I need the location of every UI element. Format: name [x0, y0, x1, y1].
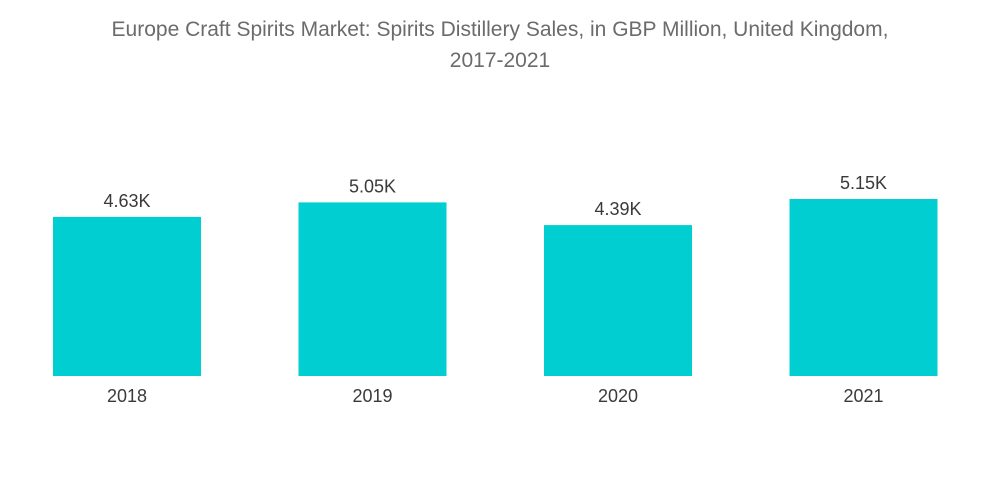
x-axis-ticks-group: 2018 2019 2020 2021 — [107, 386, 884, 406]
data-labels-group: 4.63K 5.05K 4.39K 5.15K — [103, 173, 887, 219]
x-tick-label-2021: 2021 — [843, 386, 883, 406]
data-label-2018: 4.63K — [103, 191, 150, 211]
data-label-2020: 4.39K — [594, 199, 641, 219]
chart-title: Europe Craft Spirits Market: Spirits Dis… — [0, 14, 1000, 76]
x-tick-label-2019: 2019 — [352, 386, 392, 406]
x-tick-label-2018: 2018 — [107, 386, 147, 406]
bars-group — [53, 199, 938, 376]
data-label-2021: 5.15K — [840, 173, 887, 193]
data-label-2019: 5.05K — [349, 176, 396, 196]
chart-title-line-2: 2017-2021 — [449, 49, 551, 72]
chart-title-line-1: Europe Craft Spirits Market: Spirits Dis… — [111, 18, 889, 41]
bar-2018 — [53, 216, 201, 376]
bar-2021 — [789, 199, 938, 376]
bar-2019 — [298, 202, 447, 376]
bar-2020 — [544, 225, 692, 376]
x-tick-label-2020: 2020 — [598, 386, 638, 406]
